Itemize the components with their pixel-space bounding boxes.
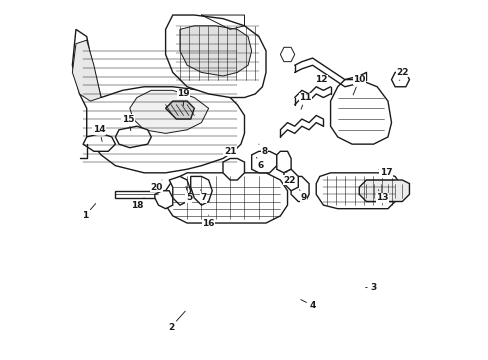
Polygon shape <box>359 180 408 202</box>
Text: 5: 5 <box>185 186 192 202</box>
Text: 3: 3 <box>365 283 376 292</box>
Polygon shape <box>165 173 287 223</box>
Polygon shape <box>155 191 172 209</box>
Text: 1: 1 <box>81 204 96 220</box>
Polygon shape <box>115 126 151 148</box>
Text: 11: 11 <box>299 93 311 109</box>
Polygon shape <box>316 173 402 209</box>
Text: 16: 16 <box>202 215 214 228</box>
Text: 4: 4 <box>300 300 315 310</box>
Text: 6: 6 <box>256 157 263 170</box>
Polygon shape <box>165 15 265 98</box>
Polygon shape <box>223 158 244 180</box>
Polygon shape <box>190 176 212 205</box>
Polygon shape <box>280 47 294 62</box>
Polygon shape <box>72 40 101 101</box>
Text: 9: 9 <box>299 190 306 202</box>
Text: 13: 13 <box>376 190 388 202</box>
Polygon shape <box>83 134 115 151</box>
Polygon shape <box>115 191 158 198</box>
Text: 22: 22 <box>283 172 295 185</box>
Text: 10: 10 <box>352 75 365 95</box>
Text: 21: 21 <box>224 147 236 159</box>
Text: 12: 12 <box>315 75 327 88</box>
Polygon shape <box>290 176 308 202</box>
Text: 18: 18 <box>130 198 144 210</box>
Text: 22: 22 <box>395 68 407 81</box>
Text: 20: 20 <box>150 180 163 192</box>
Text: 2: 2 <box>167 311 185 332</box>
Text: 8: 8 <box>258 144 267 156</box>
Text: 7: 7 <box>200 190 206 202</box>
Polygon shape <box>165 101 194 119</box>
Polygon shape <box>72 30 244 173</box>
Polygon shape <box>284 169 298 191</box>
Polygon shape <box>391 72 408 87</box>
Text: 17: 17 <box>378 168 392 177</box>
Polygon shape <box>330 80 391 144</box>
Polygon shape <box>251 151 276 173</box>
Text: 14: 14 <box>93 125 105 141</box>
Polygon shape <box>276 151 290 173</box>
Text: 15: 15 <box>122 114 134 131</box>
Text: 19: 19 <box>177 89 189 105</box>
Polygon shape <box>169 176 190 205</box>
Polygon shape <box>180 26 251 76</box>
Polygon shape <box>129 90 208 134</box>
